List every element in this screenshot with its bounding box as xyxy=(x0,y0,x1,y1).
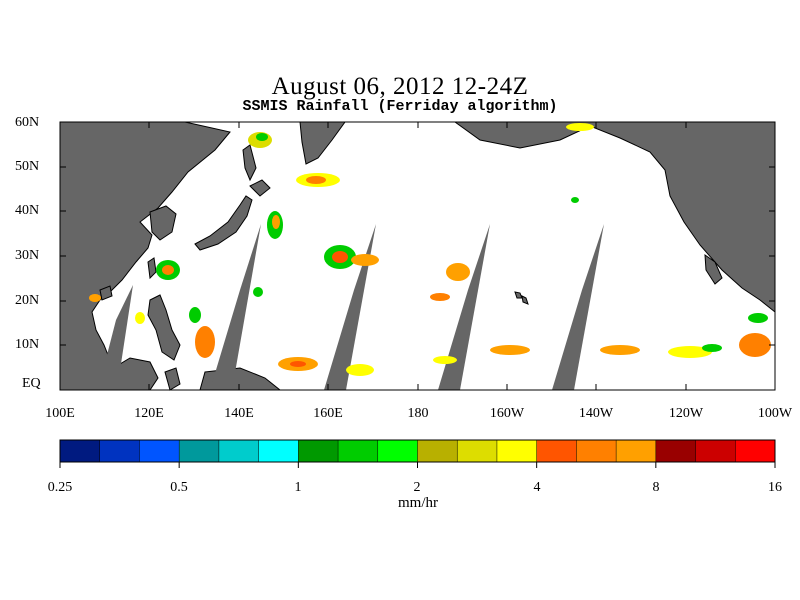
rain-patch xyxy=(89,294,101,302)
swath-gap-2 xyxy=(210,224,261,390)
colorbar-swatch xyxy=(179,440,220,462)
rain-patch xyxy=(446,263,470,281)
lon-label-140e: 140E xyxy=(224,406,254,421)
colorbar-label-4: 4 xyxy=(533,480,541,495)
rain-typhoon-central-core xyxy=(332,251,348,263)
lon-label-100w: 100W xyxy=(757,406,793,421)
lat-label-30n: 30N xyxy=(15,248,40,263)
colorbar-swatch xyxy=(536,440,577,462)
colorbar-swatch xyxy=(139,440,180,462)
colorbar-swatch xyxy=(496,440,538,462)
swath-gap-4 xyxy=(438,224,490,390)
lat-ticks xyxy=(60,121,775,346)
rain-patch xyxy=(306,176,326,184)
rain-patch xyxy=(253,287,263,297)
lon-label-160e: 160E xyxy=(313,406,343,421)
lat-label-50n: 50N xyxy=(15,159,40,174)
colorbar-swatch xyxy=(338,440,379,462)
rain-typhoon-core xyxy=(162,265,174,275)
land-hokkaido xyxy=(249,179,271,197)
land-taiwan xyxy=(147,257,157,280)
lon-label-100e: 100E xyxy=(45,406,75,421)
lon-label-180: 180 xyxy=(407,406,429,421)
land-alaska xyxy=(453,121,776,314)
colorbar-label-0-25: 0.25 xyxy=(47,480,73,495)
rain-patch xyxy=(189,307,201,323)
colorbar-label-16: 16 xyxy=(768,480,782,495)
rain-patch xyxy=(272,215,280,229)
rainfall-patches xyxy=(89,123,771,376)
colorbar-swatch xyxy=(735,440,776,462)
rain-patch xyxy=(748,313,768,323)
swath-gap-5 xyxy=(552,224,604,390)
land-korea xyxy=(149,205,177,241)
colorbar-swatch xyxy=(695,440,736,462)
colorbar-swatch xyxy=(218,440,260,462)
land-japan xyxy=(194,195,253,251)
rain-patch xyxy=(195,326,215,358)
rain-patch xyxy=(135,312,145,324)
lon-label-120e: 120E xyxy=(134,406,164,421)
rain-patch xyxy=(600,345,640,355)
lat-label-eq: EQ xyxy=(22,376,41,391)
map-subtitle: SSMIS Rainfall (Ferriday algorithm) xyxy=(242,98,558,115)
colorbar-units: mm/hr xyxy=(398,495,438,511)
land-philippines xyxy=(147,294,181,361)
colorbar-swatch xyxy=(298,440,339,462)
colorbar-swatch xyxy=(99,440,140,462)
rain-patch xyxy=(702,344,722,352)
lon-label-120w: 120W xyxy=(668,406,704,421)
colorbar-label-1: 1 xyxy=(294,480,302,495)
colorbar-swatch xyxy=(457,440,498,462)
rain-patch xyxy=(290,361,306,367)
lat-label-60n: 60N xyxy=(15,115,40,130)
land-baja xyxy=(704,253,723,285)
lon-label-140w: 140W xyxy=(578,406,614,421)
colorbar-swatch xyxy=(60,440,101,462)
colorbar-swatch xyxy=(377,440,418,462)
colorbar-label-8: 8 xyxy=(652,480,660,495)
colorbar-swatch xyxy=(576,440,617,462)
colorbar-label-0-5: 0.5 xyxy=(170,480,188,495)
rain-patch xyxy=(668,346,712,358)
colorbar-swatch xyxy=(258,440,299,462)
colorbar-label-2: 2 xyxy=(413,480,421,495)
land-hainan xyxy=(99,285,113,301)
rain-patch xyxy=(346,364,374,376)
colorbar xyxy=(59,439,776,468)
lon-label-160w: 160W xyxy=(489,406,525,421)
rain-patch xyxy=(430,293,450,301)
colorbar-swatch xyxy=(417,440,458,462)
rain-patch xyxy=(566,123,594,131)
rain-patch xyxy=(256,133,268,141)
rain-patch xyxy=(433,356,457,364)
land-sakhalin xyxy=(242,144,257,182)
swath-gap-1 xyxy=(98,285,133,390)
lon-ticks xyxy=(148,122,687,390)
colorbar-swatch xyxy=(655,440,697,462)
lat-label-20n: 20N xyxy=(15,293,40,308)
colorbar-swatch xyxy=(616,440,657,462)
map-title: August 06, 2012 12-24Z xyxy=(271,73,529,100)
land-hawaii xyxy=(514,291,529,305)
rain-patch xyxy=(571,197,579,203)
land-celebes xyxy=(164,367,181,391)
rain-patch xyxy=(739,333,771,357)
colorbar-frame xyxy=(59,439,776,463)
lat-label-10n: 10N xyxy=(15,337,40,352)
lat-label-40n: 40N xyxy=(15,203,40,218)
rain-patch xyxy=(490,345,530,355)
rain-patch xyxy=(351,254,379,266)
